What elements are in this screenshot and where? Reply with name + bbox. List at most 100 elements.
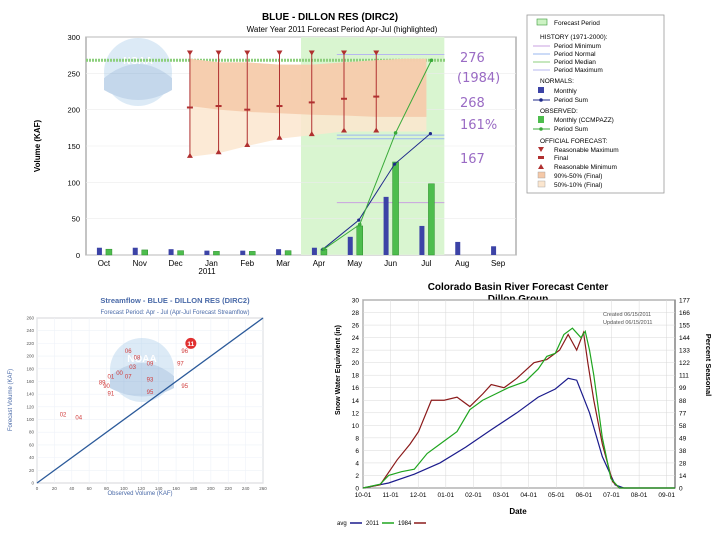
swe-legend: avg 2011 1984: [337, 521, 426, 527]
swe-ytick-label: 28: [352, 310, 360, 317]
main-xtick-label: Jun: [384, 259, 397, 268]
swe-y2tick-label: 111: [679, 373, 689, 380]
main-chart: BLUE - DILLON RES (DIRC2) Water Year 201…: [33, 12, 517, 276]
observed-sum-point: [322, 247, 326, 251]
scatter-one-to-one-line: [36, 317, 264, 484]
monthly-normal-bar: [419, 225, 425, 255]
scatter-ytick-label: 240: [26, 328, 34, 333]
legend-p90-50: 90%-50% (Final): [554, 173, 602, 180]
reasonable-max-marker: [186, 50, 193, 56]
scatter-subtitle: Forecast Period: Apr - Jul (Apr-Jul Fore…: [100, 310, 249, 316]
main-xtick-label: Aug: [455, 259, 469, 268]
main-year-label: 2011: [198, 267, 216, 276]
swe-ytick-label: 4: [355, 460, 359, 467]
swe-ytick-label: 12: [352, 410, 360, 417]
reasonable-max-marker: [308, 50, 315, 56]
scatter-point-label: 06: [125, 349, 132, 355]
main-ytick-label: 0: [76, 251, 80, 260]
scatter-point-label: 11: [187, 341, 194, 348]
swe-y2tick-label: 177: [679, 298, 690, 305]
monthly-observed-bar: [428, 183, 435, 256]
swe-ytick-label: 10: [352, 423, 360, 430]
main-xtick-label: Mar: [276, 259, 290, 268]
monthly-normal-bar: [204, 250, 210, 255]
scatter-point-label: 90: [103, 384, 110, 390]
swe-ytick-label: 6: [355, 448, 359, 455]
final-forecast-marker: [186, 106, 193, 109]
legend-reasonable-max: Reasonable Maximum: [554, 147, 619, 154]
swe-y2tick-label: 38: [679, 448, 687, 455]
legend-reasonable-min: Reasonable Minimum: [554, 164, 617, 171]
reasonable-min-marker: [341, 127, 347, 133]
scatter-xtick-label: 160: [172, 486, 180, 491]
observed-sum-line: [323, 60, 432, 250]
reasonable-max-marker: [244, 50, 251, 56]
monthly-normal-bar: [168, 249, 174, 255]
annotations: 276 (1984) 268 161% 167: [457, 51, 500, 167]
monthly-observed-bar: [284, 250, 292, 256]
monthly-normal-bar: [276, 249, 282, 255]
scatter-point-label: 95: [147, 390, 154, 396]
monthly-observed-bar: [141, 249, 148, 256]
scatter-point-label: 01: [108, 374, 115, 380]
scatter-point-label: 97: [177, 362, 184, 368]
scatter-ylabel: Forecast Volume (KAF): [8, 369, 14, 431]
main-xtick-label: Oct: [98, 259, 111, 268]
swe-ytick-label: 26: [352, 323, 360, 330]
scatter-chart: Streamflow - BLUE - DILLON RES (DIRC2) F…: [8, 296, 267, 497]
monthly-observed-bar: [213, 251, 220, 256]
final-forecast-marker: [215, 105, 222, 108]
scatter-ytick-label: 80: [29, 430, 35, 435]
main-marks: [86, 50, 497, 256]
main-ytick-label: 150: [67, 142, 80, 151]
final-forecast-marker: [308, 101, 315, 104]
monthly-normal-bar: [311, 247, 317, 255]
swe-xtick-label: 02-01: [465, 492, 482, 499]
swe-xtick-label: 10-01: [355, 492, 372, 499]
scatter-xlabel: Observed Volume (KAF): [107, 491, 172, 497]
swe-ytick-label: 24: [352, 335, 360, 342]
scatter-ytick-label: 260: [26, 316, 34, 321]
annotation-max: 276: [460, 51, 485, 66]
swe-ytick-label: 2: [355, 473, 359, 480]
main-ytick-label: 50: [72, 215, 80, 224]
annotation-median: 268: [460, 96, 485, 111]
swe-xtick-label: 06-01: [576, 492, 593, 499]
main-ytick-label: 250: [67, 69, 80, 78]
swe-2011-line: [362, 327, 675, 489]
legend-period-median: Period Median: [554, 59, 596, 66]
scatter-xtick-label: 200: [207, 486, 215, 491]
reasonable-max-marker: [341, 50, 347, 56]
legend-period-normal: Period Normal: [554, 51, 596, 58]
svg-text:NOAA: NOAA: [127, 354, 156, 365]
scatter-ytick-label: 100: [26, 417, 34, 422]
swe-y2tick-label: 28: [679, 460, 687, 467]
swe-marks: [362, 327, 675, 489]
main-ylabel: Volume (KAF): [33, 120, 42, 173]
reasonable-min-marker: [276, 134, 283, 140]
monthly-observed-bar: [249, 251, 256, 256]
scatter-xtick-label: 40: [69, 486, 75, 491]
swe-ylabel: Snow Water Equivalent (in): [335, 325, 342, 415]
swe-xtick-label: 08-01: [631, 492, 648, 499]
monthly-normal-bar: [347, 236, 353, 255]
swe-xlabel: Date: [509, 507, 527, 516]
swe-y2tick-label: 133: [679, 348, 690, 355]
swe-ytick-label: 16: [352, 385, 360, 392]
main-xtick-label: Nov: [133, 259, 147, 268]
swe-ytick-label: 0: [355, 486, 359, 493]
scatter-xtick-label: 120: [138, 486, 146, 491]
swe-1984-line: [362, 330, 675, 489]
scatter-xtick-label: 80: [104, 486, 110, 491]
swe-y2tick-label: 14: [679, 473, 687, 480]
legend-normals: NORMALS:: [540, 78, 574, 85]
swe-legend-2011: 2011: [366, 521, 380, 527]
noaa-logo-main: NOAA: [104, 38, 172, 106]
swe-ytick-label: 18: [352, 373, 360, 380]
swe-y2tick-label: 166: [679, 310, 690, 317]
observed-sum-point: [357, 222, 362, 227]
monthly-normal-bar: [383, 196, 389, 255]
scatter-xtick-label: 0: [36, 486, 39, 491]
swe-info-created: Created 06/15/2011: [603, 312, 651, 318]
